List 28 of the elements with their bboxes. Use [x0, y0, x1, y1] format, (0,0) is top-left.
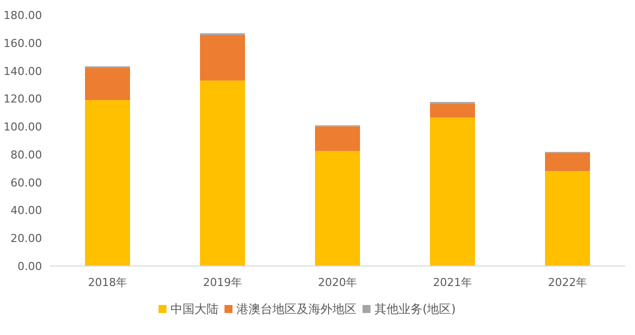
x-tick-label: 2018年 [88, 276, 127, 289]
bar [315, 126, 360, 151]
legend-label: 中国大陆 [170, 302, 218, 316]
bar [315, 150, 360, 266]
bar [85, 100, 130, 266]
bar [430, 104, 475, 118]
bar [545, 152, 590, 172]
y-tick-label: 180.00 [4, 9, 42, 22]
x-tick-label: 2021年 [433, 276, 472, 289]
y-tick-label: 160.00 [4, 36, 42, 50]
y-tick-label: 40.00 [10, 204, 42, 218]
y-tick-label: 100.00 [4, 120, 42, 134]
y-tick-label: 80.00 [10, 148, 42, 162]
x-tick-label: 2020年 [318, 276, 357, 289]
y-tick-label: 140.00 [4, 64, 42, 78]
legend-label: 港澳台地区及海外地区 [236, 302, 356, 316]
legend-label: 其他业务(地区) [374, 302, 456, 316]
bar [200, 80, 245, 266]
y-tick-label: 120.00 [4, 92, 42, 106]
x-tick-label: 2022年 [548, 276, 587, 289]
y-tick-label: 60.00 [10, 176, 42, 190]
x-tick-label: 2019年 [203, 276, 242, 289]
bar [200, 34, 245, 81]
y-tick-label: 20.00 [10, 232, 42, 246]
bar [430, 118, 475, 266]
y-tick-label: 0.00 [18, 260, 42, 273]
bar [545, 171, 590, 266]
bar [85, 68, 130, 100]
